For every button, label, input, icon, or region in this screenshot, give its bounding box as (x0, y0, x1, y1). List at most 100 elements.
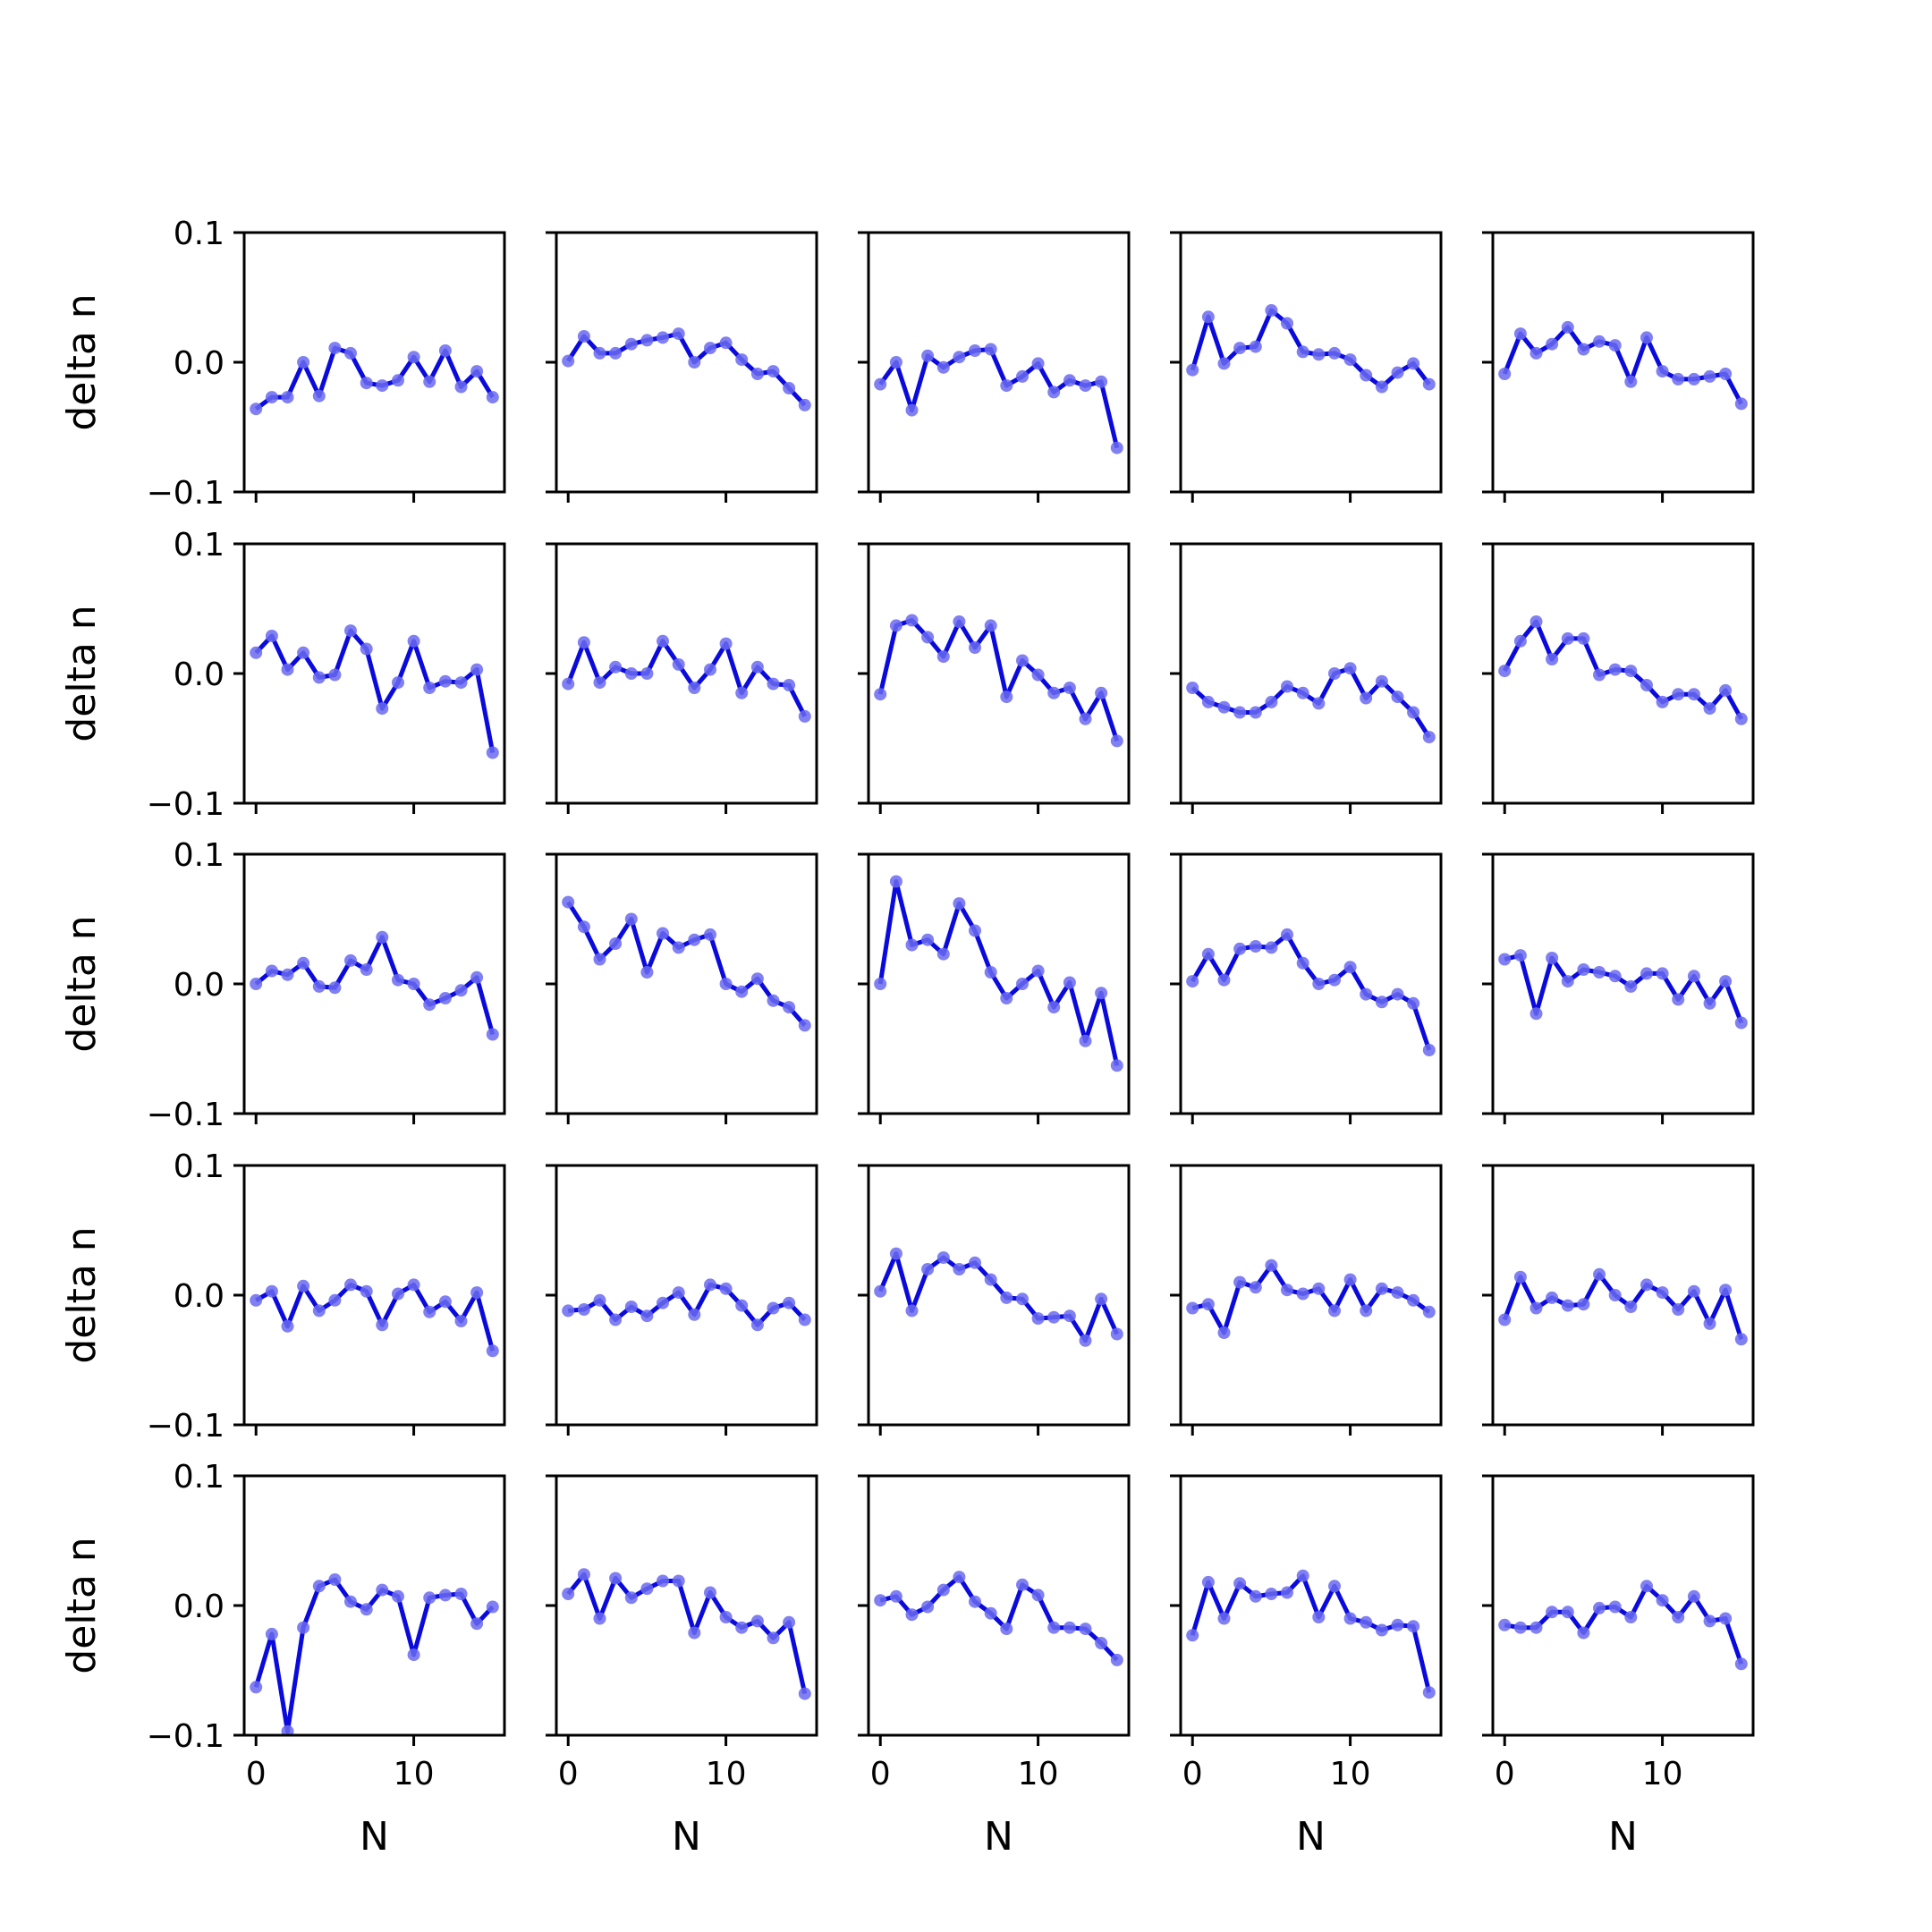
data-point (936, 947, 950, 961)
data-point (1281, 928, 1293, 941)
data-point (328, 1293, 342, 1307)
y-axis-label: delta n (59, 605, 105, 741)
data-point (704, 663, 716, 676)
data-point (874, 688, 887, 701)
data-point (1360, 1615, 1373, 1629)
data-point (657, 927, 669, 940)
y-tick-label: 0.1 (174, 1148, 225, 1185)
data-point (593, 676, 606, 690)
data-point (783, 1001, 796, 1014)
data-point (1407, 357, 1420, 370)
series-line (253, 1577, 495, 1734)
x-tick-label: 0 (1182, 1756, 1203, 1792)
data-point (921, 1263, 935, 1275)
data-point (454, 1315, 468, 1327)
data-point (984, 343, 997, 356)
data-point (1217, 700, 1231, 714)
data-point (704, 1586, 716, 1599)
data-point (767, 1631, 780, 1645)
data-point (281, 1724, 294, 1735)
data-point (454, 676, 468, 690)
data-point (281, 663, 294, 676)
data-point (593, 346, 606, 360)
data-point (783, 1296, 796, 1309)
data-point (1110, 1059, 1123, 1072)
data-point (1422, 1305, 1436, 1318)
data-point (265, 964, 278, 978)
data-point (1593, 335, 1606, 348)
data-point (767, 677, 780, 691)
data-point (1640, 1278, 1653, 1292)
data-point (1186, 1629, 1199, 1642)
data-point (889, 1589, 902, 1603)
data-point (1063, 976, 1076, 989)
data-point (360, 642, 373, 656)
data-point (1312, 697, 1326, 710)
data-point (1498, 1618, 1512, 1631)
data-point (486, 746, 499, 759)
subplot-r5-c4: 0 10N (1170, 1474, 1443, 1860)
data-point (593, 953, 606, 966)
data-point (328, 668, 342, 682)
axes-frame (242, 231, 506, 494)
data-point (297, 356, 310, 369)
data-point (312, 389, 326, 402)
data-point (750, 660, 764, 674)
data-point (672, 1574, 685, 1588)
x-tick-label: 0 (558, 1756, 579, 1792)
data-point (719, 336, 733, 350)
data-point (1217, 357, 1231, 370)
data-point (562, 677, 575, 691)
data-point (657, 634, 669, 648)
subplot-r2-c3 (858, 542, 1131, 814)
x-axis-label: N (984, 1814, 1013, 1860)
data-point (1546, 653, 1559, 665)
data-point (1031, 1312, 1045, 1326)
data-point (750, 972, 764, 986)
data-point (1734, 1016, 1748, 1030)
data-point (1546, 1606, 1559, 1619)
data-point (1281, 680, 1293, 693)
data-point (1328, 346, 1341, 360)
data-point (750, 368, 764, 380)
y-tick-label: 0.0 (174, 345, 225, 382)
data-point (407, 1648, 420, 1662)
data-point (783, 1615, 796, 1629)
data-point (1391, 1618, 1404, 1631)
data-point (1201, 1575, 1215, 1589)
subplot-r5-c3: 0 10N (858, 1474, 1131, 1860)
subplot-r1-c1: −0.1 0.0 0.1 delta n (59, 216, 506, 512)
data-point (1063, 1309, 1076, 1323)
data-point (1217, 973, 1231, 987)
data-point (1513, 327, 1527, 341)
data-point (1719, 975, 1733, 988)
data-point (1095, 987, 1108, 1000)
data-point (767, 365, 780, 378)
y-tick-label: 0.1 (174, 527, 225, 564)
subplot-r1-c3 (858, 231, 1131, 503)
data-point (719, 978, 733, 990)
data-point (1249, 940, 1262, 953)
data-point (1063, 682, 1076, 694)
data-point (454, 380, 468, 394)
axes-frame (867, 1474, 1131, 1737)
data-point (905, 403, 919, 417)
data-point (1249, 1281, 1262, 1294)
data-point (454, 984, 468, 997)
data-point (376, 1583, 389, 1597)
data-point (328, 342, 342, 355)
data-point (265, 630, 278, 642)
x-tick-label: 10 (706, 1756, 747, 1792)
data-point (312, 1580, 326, 1593)
data-point (1703, 1614, 1716, 1628)
data-point (688, 1626, 701, 1640)
data-point (905, 938, 919, 952)
data-point (874, 1594, 887, 1607)
subplot-r5-c1: 0 10 −0.1 0.0 0.1 delta n N (59, 1459, 506, 1860)
data-point (328, 981, 342, 995)
data-point (486, 1344, 499, 1358)
series-line (254, 935, 496, 1036)
data-point (874, 978, 887, 990)
data-point (344, 1278, 357, 1292)
